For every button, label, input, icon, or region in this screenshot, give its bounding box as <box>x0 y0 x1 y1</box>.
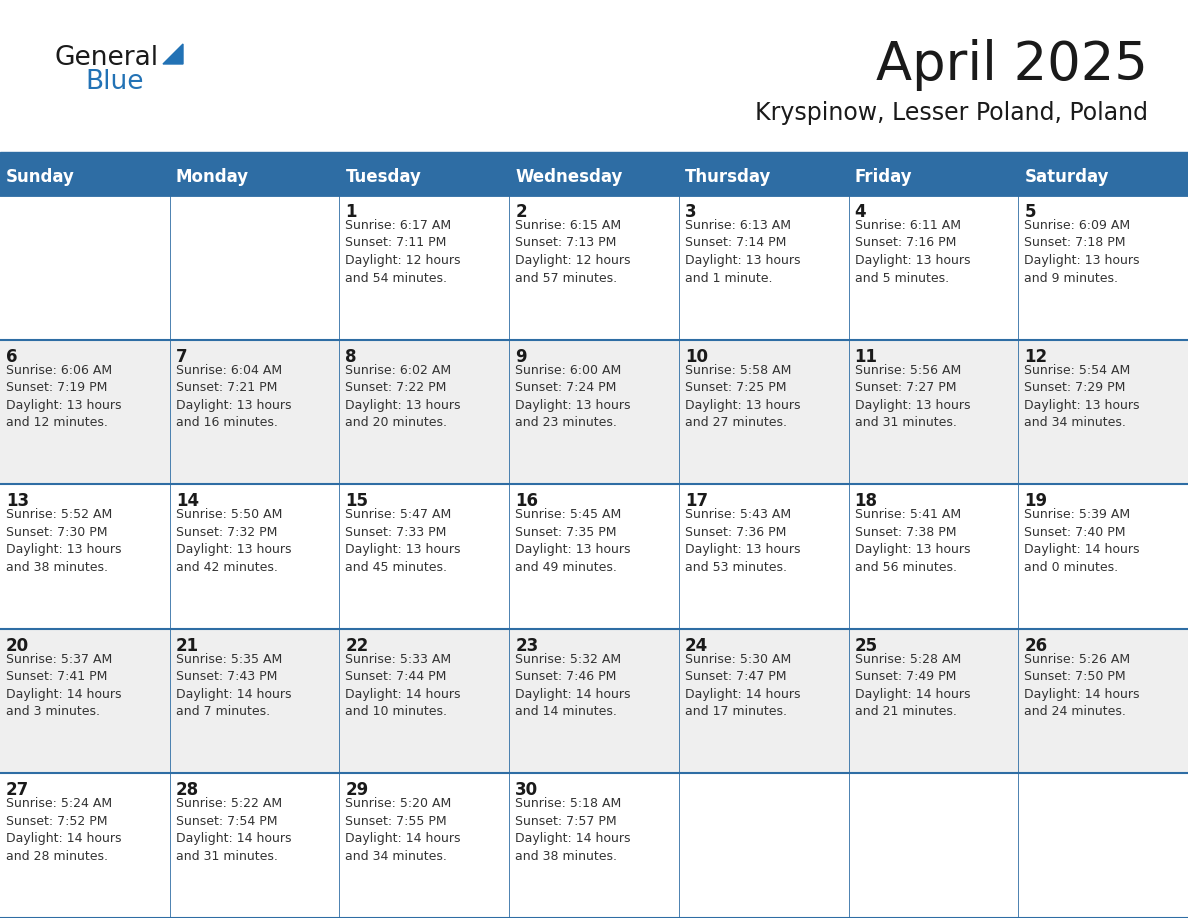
Text: 17: 17 <box>684 492 708 510</box>
Text: Tuesday: Tuesday <box>346 168 422 186</box>
Text: 12: 12 <box>1024 348 1048 365</box>
Text: Kryspinow, Lesser Poland, Poland: Kryspinow, Lesser Poland, Poland <box>756 101 1148 125</box>
Text: Sunrise: 5:18 AM
Sunset: 7:57 PM
Daylight: 14 hours
and 38 minutes.: Sunrise: 5:18 AM Sunset: 7:57 PM Dayligh… <box>516 798 631 863</box>
Text: 5: 5 <box>1024 203 1036 221</box>
Text: 7: 7 <box>176 348 188 365</box>
Text: 8: 8 <box>346 348 356 365</box>
Polygon shape <box>163 44 183 64</box>
Text: Sunrise: 5:24 AM
Sunset: 7:52 PM
Daylight: 14 hours
and 28 minutes.: Sunrise: 5:24 AM Sunset: 7:52 PM Dayligh… <box>6 798 121 863</box>
Text: Sunrise: 6:15 AM
Sunset: 7:13 PM
Daylight: 12 hours
and 57 minutes.: Sunrise: 6:15 AM Sunset: 7:13 PM Dayligh… <box>516 219 631 285</box>
Text: 13: 13 <box>6 492 30 510</box>
Text: 30: 30 <box>516 781 538 800</box>
Text: 22: 22 <box>346 637 368 655</box>
Bar <box>0 152 1188 157</box>
Text: 2: 2 <box>516 203 526 221</box>
Text: 3: 3 <box>684 203 696 221</box>
Text: Monday: Monday <box>176 168 248 186</box>
Text: Sunrise: 6:11 AM
Sunset: 7:16 PM
Daylight: 13 hours
and 5 minutes.: Sunrise: 6:11 AM Sunset: 7:16 PM Dayligh… <box>854 219 971 285</box>
Text: 23: 23 <box>516 637 538 655</box>
Text: Sunrise: 5:28 AM
Sunset: 7:49 PM
Daylight: 14 hours
and 21 minutes.: Sunrise: 5:28 AM Sunset: 7:49 PM Dayligh… <box>854 653 971 718</box>
Text: 26: 26 <box>1024 637 1048 655</box>
Bar <box>848 157 1018 195</box>
Text: 20: 20 <box>6 637 30 655</box>
Text: Sunrise: 5:33 AM
Sunset: 7:44 PM
Daylight: 14 hours
and 10 minutes.: Sunrise: 5:33 AM Sunset: 7:44 PM Dayligh… <box>346 653 461 718</box>
Text: 14: 14 <box>176 492 198 510</box>
Text: Sunrise: 6:09 AM
Sunset: 7:18 PM
Daylight: 13 hours
and 9 minutes.: Sunrise: 6:09 AM Sunset: 7:18 PM Dayligh… <box>1024 219 1139 285</box>
Text: Sunrise: 5:20 AM
Sunset: 7:55 PM
Daylight: 14 hours
and 34 minutes.: Sunrise: 5:20 AM Sunset: 7:55 PM Dayligh… <box>346 798 461 863</box>
Text: Sunrise: 6:00 AM
Sunset: 7:24 PM
Daylight: 13 hours
and 23 minutes.: Sunrise: 6:00 AM Sunset: 7:24 PM Dayligh… <box>516 364 631 429</box>
Text: 18: 18 <box>854 492 878 510</box>
Text: Sunrise: 5:56 AM
Sunset: 7:27 PM
Daylight: 13 hours
and 31 minutes.: Sunrise: 5:56 AM Sunset: 7:27 PM Dayligh… <box>854 364 971 429</box>
Text: Sunrise: 5:41 AM
Sunset: 7:38 PM
Daylight: 13 hours
and 56 minutes.: Sunrise: 5:41 AM Sunset: 7:38 PM Dayligh… <box>854 509 971 574</box>
Bar <box>0 773 1188 918</box>
Text: 24: 24 <box>684 637 708 655</box>
Text: 9: 9 <box>516 348 526 365</box>
Text: 28: 28 <box>176 781 198 800</box>
Text: 4: 4 <box>854 203 866 221</box>
Text: 25: 25 <box>854 637 878 655</box>
Text: 15: 15 <box>346 492 368 510</box>
Text: Sunrise: 5:52 AM
Sunset: 7:30 PM
Daylight: 13 hours
and 38 minutes.: Sunrise: 5:52 AM Sunset: 7:30 PM Dayligh… <box>6 509 121 574</box>
Text: Sunrise: 5:22 AM
Sunset: 7:54 PM
Daylight: 14 hours
and 31 minutes.: Sunrise: 5:22 AM Sunset: 7:54 PM Dayligh… <box>176 798 291 863</box>
Bar <box>678 157 848 195</box>
Text: Sunrise: 6:04 AM
Sunset: 7:21 PM
Daylight: 13 hours
and 16 minutes.: Sunrise: 6:04 AM Sunset: 7:21 PM Dayligh… <box>176 364 291 429</box>
Text: Sunrise: 5:30 AM
Sunset: 7:47 PM
Daylight: 14 hours
and 17 minutes.: Sunrise: 5:30 AM Sunset: 7:47 PM Dayligh… <box>684 653 801 718</box>
Bar <box>1018 157 1188 195</box>
Text: 16: 16 <box>516 492 538 510</box>
Text: Thursday: Thursday <box>684 168 771 186</box>
Text: Sunrise: 5:45 AM
Sunset: 7:35 PM
Daylight: 13 hours
and 49 minutes.: Sunrise: 5:45 AM Sunset: 7:35 PM Dayligh… <box>516 509 631 574</box>
Text: Saturday: Saturday <box>1024 168 1108 186</box>
Text: Sunrise: 6:06 AM
Sunset: 7:19 PM
Daylight: 13 hours
and 12 minutes.: Sunrise: 6:06 AM Sunset: 7:19 PM Dayligh… <box>6 364 121 429</box>
Bar <box>0 484 1188 629</box>
Bar <box>510 157 678 195</box>
Bar <box>170 157 340 195</box>
Text: Sunrise: 5:39 AM
Sunset: 7:40 PM
Daylight: 14 hours
and 0 minutes.: Sunrise: 5:39 AM Sunset: 7:40 PM Dayligh… <box>1024 509 1139 574</box>
Text: Wednesday: Wednesday <box>516 168 623 186</box>
Text: Sunrise: 5:47 AM
Sunset: 7:33 PM
Daylight: 13 hours
and 45 minutes.: Sunrise: 5:47 AM Sunset: 7:33 PM Dayligh… <box>346 509 461 574</box>
Text: 10: 10 <box>684 348 708 365</box>
Text: Sunrise: 5:54 AM
Sunset: 7:29 PM
Daylight: 13 hours
and 34 minutes.: Sunrise: 5:54 AM Sunset: 7:29 PM Dayligh… <box>1024 364 1139 429</box>
Bar <box>0 157 170 195</box>
Text: Sunrise: 5:50 AM
Sunset: 7:32 PM
Daylight: 13 hours
and 42 minutes.: Sunrise: 5:50 AM Sunset: 7:32 PM Dayligh… <box>176 509 291 574</box>
Text: Blue: Blue <box>86 69 144 95</box>
Text: 6: 6 <box>6 348 18 365</box>
Bar <box>0 340 1188 484</box>
Text: Sunrise: 5:58 AM
Sunset: 7:25 PM
Daylight: 13 hours
and 27 minutes.: Sunrise: 5:58 AM Sunset: 7:25 PM Dayligh… <box>684 364 801 429</box>
Text: Sunrise: 6:17 AM
Sunset: 7:11 PM
Daylight: 12 hours
and 54 minutes.: Sunrise: 6:17 AM Sunset: 7:11 PM Dayligh… <box>346 219 461 285</box>
Bar <box>0 629 1188 773</box>
Text: 21: 21 <box>176 637 198 655</box>
Text: 1: 1 <box>346 203 356 221</box>
Text: General: General <box>55 45 159 71</box>
Text: Sunrise: 5:37 AM
Sunset: 7:41 PM
Daylight: 14 hours
and 3 minutes.: Sunrise: 5:37 AM Sunset: 7:41 PM Dayligh… <box>6 653 121 718</box>
Bar <box>0 195 1188 340</box>
Text: Sunday: Sunday <box>6 168 75 186</box>
Text: 29: 29 <box>346 781 368 800</box>
Text: 19: 19 <box>1024 492 1048 510</box>
Text: Friday: Friday <box>854 168 912 186</box>
Text: Sunrise: 5:32 AM
Sunset: 7:46 PM
Daylight: 14 hours
and 14 minutes.: Sunrise: 5:32 AM Sunset: 7:46 PM Dayligh… <box>516 653 631 718</box>
Text: Sunrise: 6:13 AM
Sunset: 7:14 PM
Daylight: 13 hours
and 1 minute.: Sunrise: 6:13 AM Sunset: 7:14 PM Dayligh… <box>684 219 801 285</box>
Text: Sunrise: 5:35 AM
Sunset: 7:43 PM
Daylight: 14 hours
and 7 minutes.: Sunrise: 5:35 AM Sunset: 7:43 PM Dayligh… <box>176 653 291 718</box>
Text: 11: 11 <box>854 348 878 365</box>
Text: April 2025: April 2025 <box>876 39 1148 91</box>
Text: Sunrise: 5:43 AM
Sunset: 7:36 PM
Daylight: 13 hours
and 53 minutes.: Sunrise: 5:43 AM Sunset: 7:36 PM Dayligh… <box>684 509 801 574</box>
Text: Sunrise: 6:02 AM
Sunset: 7:22 PM
Daylight: 13 hours
and 20 minutes.: Sunrise: 6:02 AM Sunset: 7:22 PM Dayligh… <box>346 364 461 429</box>
Bar <box>340 157 510 195</box>
Text: 27: 27 <box>6 781 30 800</box>
Text: Sunrise: 5:26 AM
Sunset: 7:50 PM
Daylight: 14 hours
and 24 minutes.: Sunrise: 5:26 AM Sunset: 7:50 PM Dayligh… <box>1024 653 1139 718</box>
